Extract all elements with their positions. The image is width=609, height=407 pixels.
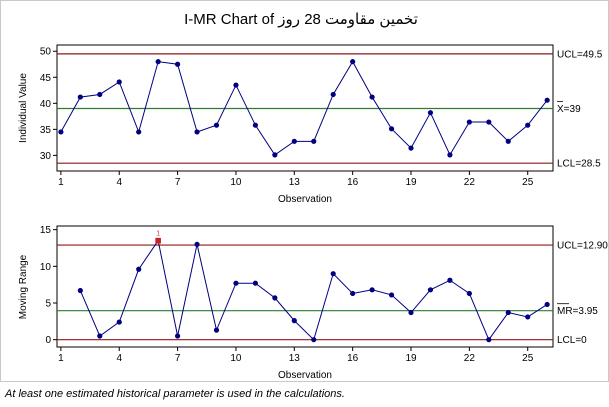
individuals-chart: 30 35 40 45 50 1 4 7 10 13 16 19 22 25 UCL=49.5 X=39 LC…	[18, 44, 603, 205]
moving-range-data-point	[311, 337, 317, 343]
individuals-data-point	[155, 59, 161, 65]
individuals-x-tick-label: 25	[522, 177, 534, 188]
moving-range-data-point	[252, 280, 258, 286]
chart-svg: I-MR Chart of تخمین مقاومت 28 روز 303540…	[18, 11, 608, 381]
individuals-data-point	[388, 126, 395, 132]
individuals-x-tick-label: 1	[58, 177, 64, 188]
individuals-x-tick-label: 19	[405, 177, 417, 188]
individuals-x-axis-title: Observation	[278, 194, 332, 205]
moving-range-data-point	[116, 319, 122, 325]
individuals-x-tick-label: 13	[289, 177, 301, 188]
individuals-x-tick-label: 7	[175, 177, 181, 188]
moving-range-x-tick-label: 10	[230, 353, 242, 364]
moving-range-data-point	[388, 292, 395, 298]
moving-range-y-tick-label: 10	[40, 262, 52, 273]
moving-range-x-tick-label: 16	[347, 353, 359, 364]
moving-range-chart: 1 0 5 10 15 1 4 7 10 13 16 19 22 25 UCL=12.90 MR=3.95…	[18, 225, 608, 381]
individuals-data-point	[447, 152, 453, 158]
moving-range-data-point	[330, 271, 336, 277]
moving-range-x-tick-label: 13	[289, 353, 301, 364]
moving-range-data-point	[544, 301, 550, 308]
individuals-data-point	[233, 82, 239, 88]
individuals-data-point	[330, 91, 336, 98]
individuals-data-point	[272, 152, 278, 158]
individuals-ucl-label: UCL=49.5	[557, 49, 603, 60]
moving-range-y-tick-label: 15	[40, 225, 52, 236]
moving-range-out-of-control-point	[155, 237, 161, 244]
individuals-y-tick-label: 50	[40, 47, 52, 58]
individuals-data-point	[77, 94, 83, 100]
individuals-data-point	[174, 61, 181, 67]
individuals-y-tick-label: 40	[40, 99, 52, 110]
individuals-y-tick-label: 45	[40, 73, 52, 84]
chart-frame: I-MR Chart of تخمین مقاومت 28 روز 30 35 40…	[0, 0, 609, 382]
chart-title: I-MR Chart of تخمین مقاومت 28 روز	[184, 11, 418, 28]
individuals-x-tick-label: 10	[230, 177, 242, 188]
individuals-data-point	[311, 138, 317, 144]
moving-range-data-point	[136, 266, 142, 272]
individuals-data-point	[213, 122, 220, 128]
individuals-y-tick-label: 30	[40, 151, 52, 162]
individuals-x-tick-label: 16	[347, 177, 359, 188]
moving-range-x-tick-label: 25	[522, 353, 534, 364]
individuals-data-point	[427, 110, 434, 116]
moving-range-x-tick-label: 1	[58, 353, 64, 364]
moving-range-x-tick-label: 19	[405, 353, 417, 364]
moving-range-data-point	[369, 287, 375, 293]
moving-range-data-point	[486, 337, 492, 343]
individuals-data-point	[252, 122, 258, 128]
individuals-data-point	[525, 122, 531, 128]
individuals-data-point	[116, 79, 122, 85]
moving-range-data-point	[272, 295, 278, 301]
individuals-data-point	[544, 97, 550, 103]
moving-range-test-flag-label: 1	[156, 231, 160, 238]
individuals-y-axis-title: Individual Value	[18, 73, 29, 143]
moving-range-x-tick-label: 4	[116, 353, 122, 364]
individuals-data-point	[136, 129, 142, 135]
individuals-data-point	[486, 119, 492, 125]
moving-range-data-point	[466, 290, 472, 297]
individuals-data-point	[291, 138, 297, 144]
moving-range-data-point	[97, 333, 103, 339]
individuals-data-point	[408, 145, 414, 151]
moving-range-lcl-label: LCL=0	[557, 335, 587, 346]
footnote: At least one estimated historical parame…	[5, 388, 345, 400]
individuals-y-tick-label: 35	[40, 125, 52, 136]
moving-range-y-tick-label: 0	[45, 335, 51, 346]
individuals-x-tick-label: 4	[116, 177, 122, 188]
moving-range-data-point	[350, 290, 356, 297]
moving-range-data-point	[174, 333, 181, 339]
moving-range-data-point	[194, 241, 200, 247]
moving-range-y-axis-title: Moving Range	[18, 254, 29, 319]
individuals-data-point	[466, 119, 472, 125]
moving-range-data-point	[77, 287, 83, 294]
moving-range-data-point	[427, 287, 434, 293]
moving-range-data-point	[505, 309, 511, 316]
moving-range-data-point	[408, 309, 414, 316]
individuals-data-point	[350, 59, 356, 65]
moving-range-data-point	[525, 314, 531, 320]
moving-range-x-axis-title: Observation	[278, 370, 332, 381]
moving-range-data-point	[233, 280, 239, 286]
individuals-data-point	[97, 91, 103, 98]
individuals-x-tick-label: 22	[464, 177, 476, 188]
individuals-data-point	[505, 138, 511, 144]
moving-range-data-point	[213, 327, 220, 333]
moving-range-data-point	[291, 318, 297, 324]
individuals-series-line	[60, 60, 548, 156]
moving-range-center-label: MR=3.95	[557, 306, 598, 317]
individuals-data-point	[58, 129, 64, 135]
moving-range-x-tick-label: 22	[464, 353, 476, 364]
moving-range-plot-area	[56, 225, 554, 348]
moving-range-data-point	[447, 277, 453, 283]
moving-range-y-tick-label: 5	[45, 299, 51, 310]
individuals-lcl-label: LCL=28.5	[557, 159, 601, 170]
moving-range-ucl-label: UCL=12.90	[557, 241, 608, 252]
individuals-center-label: X=39	[557, 104, 581, 115]
moving-range-x-tick-label: 7	[175, 353, 181, 364]
individuals-data-point	[369, 94, 375, 100]
individuals-data-point	[194, 129, 200, 135]
